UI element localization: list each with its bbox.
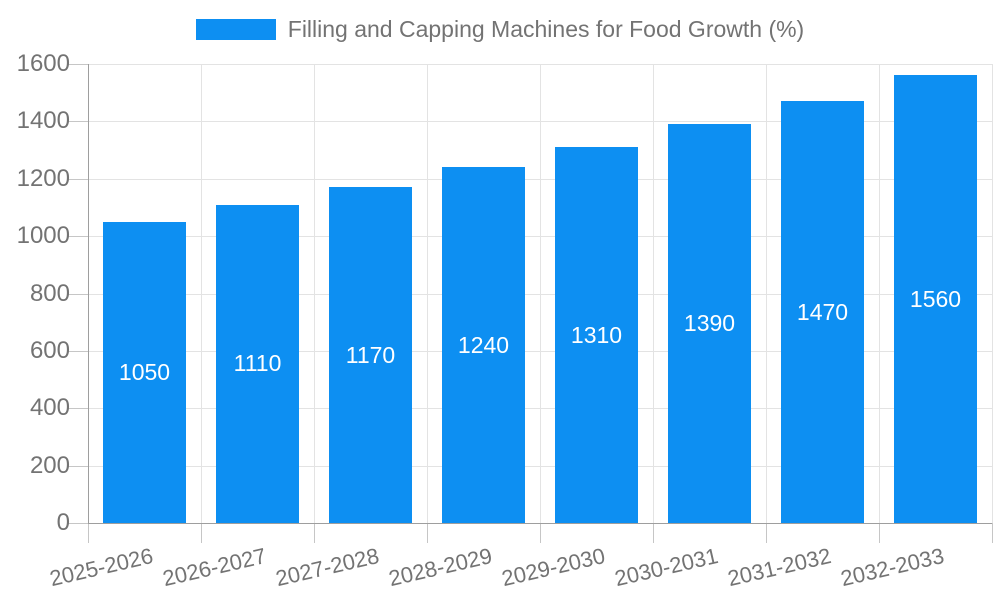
bar[interactable] bbox=[442, 167, 525, 523]
x-gridline bbox=[653, 64, 654, 523]
x-gridline bbox=[427, 64, 428, 523]
y-axis-tick-label: 400 bbox=[29, 394, 70, 422]
y-axis-tick bbox=[68, 523, 88, 524]
x-axis-tick bbox=[88, 523, 89, 543]
x-axis-tick bbox=[427, 523, 428, 543]
x-axis-line bbox=[88, 523, 992, 524]
bar[interactable] bbox=[329, 187, 412, 523]
y-axis-tick-label: 1200 bbox=[16, 164, 70, 192]
x-axis-tick-label: 2026-2027 bbox=[160, 543, 269, 592]
y-axis-tick-label: 1000 bbox=[16, 222, 70, 250]
y-axis-tick-label: 0 bbox=[56, 509, 70, 536]
bar-value-label: 1470 bbox=[796, 298, 849, 325]
x-axis-tick-label: 2029-2030 bbox=[499, 543, 608, 592]
x-gridline bbox=[879, 64, 880, 523]
x-axis-tick bbox=[992, 523, 993, 543]
x-axis-tick-label: 2032-2033 bbox=[838, 543, 947, 592]
y-axis-tick bbox=[68, 350, 88, 352]
y-axis-tick-label: 800 bbox=[29, 279, 70, 307]
y-axis-tick-label: 1400 bbox=[16, 107, 70, 135]
bar[interactable] bbox=[103, 221, 186, 523]
bar[interactable] bbox=[216, 204, 299, 523]
y-axis-tick-label: 1600 bbox=[16, 50, 70, 77]
y-axis-tick-label: 200 bbox=[29, 451, 70, 479]
bar[interactable] bbox=[894, 75, 977, 523]
bar-value-label: 1170 bbox=[345, 341, 396, 368]
bar-value-label: 1110 bbox=[233, 350, 282, 377]
x-gridline bbox=[201, 64, 202, 523]
x-axis-tick bbox=[653, 523, 654, 543]
bar-value-label: 1390 bbox=[683, 310, 736, 337]
bar[interactable] bbox=[781, 101, 864, 523]
y-axis-tick bbox=[68, 236, 88, 238]
x-axis-tick bbox=[201, 523, 202, 543]
x-axis-tick-label: 2031-2032 bbox=[725, 543, 834, 592]
x-axis-tick bbox=[879, 523, 880, 543]
x-axis-tick bbox=[540, 523, 541, 543]
legend-swatch-icon bbox=[195, 19, 276, 40]
x-axis-tick-label: 2030-2031 bbox=[612, 543, 721, 592]
legend-label: Filling and Capping Machines for Food Gr… bbox=[287, 16, 805, 42]
bar-value-label: 1050 bbox=[118, 358, 171, 385]
chart-legend[interactable]: Filling and Capping Machines for Food Gr… bbox=[0, 16, 1000, 43]
x-axis-tick-label: 2027-2028 bbox=[273, 543, 382, 592]
bar[interactable] bbox=[555, 147, 638, 523]
x-gridline bbox=[540, 64, 541, 523]
x-gridline bbox=[314, 64, 315, 523]
y-axis-tick bbox=[68, 465, 88, 467]
y-axis-tick-label: 600 bbox=[29, 336, 70, 364]
bar-value-label: 1310 bbox=[570, 321, 623, 348]
y-axis-tick bbox=[68, 293, 88, 295]
x-axis-tick-label: 2025-2026 bbox=[47, 543, 156, 592]
y-axis-tick bbox=[68, 178, 88, 180]
bar-value-label: 1240 bbox=[457, 331, 510, 358]
x-gridline bbox=[992, 64, 993, 523]
x-axis-tick bbox=[766, 523, 767, 543]
x-axis-tick-label: 2028-2029 bbox=[386, 543, 495, 592]
bar-value-label: 1560 bbox=[909, 285, 962, 312]
y-axis-line bbox=[88, 64, 89, 523]
y-axis-tick bbox=[68, 408, 88, 410]
y-axis-tick bbox=[68, 121, 88, 123]
x-axis-tick bbox=[314, 523, 315, 543]
y-axis-tick bbox=[68, 64, 88, 65]
x-gridline bbox=[766, 64, 767, 523]
bar[interactable] bbox=[668, 124, 751, 523]
